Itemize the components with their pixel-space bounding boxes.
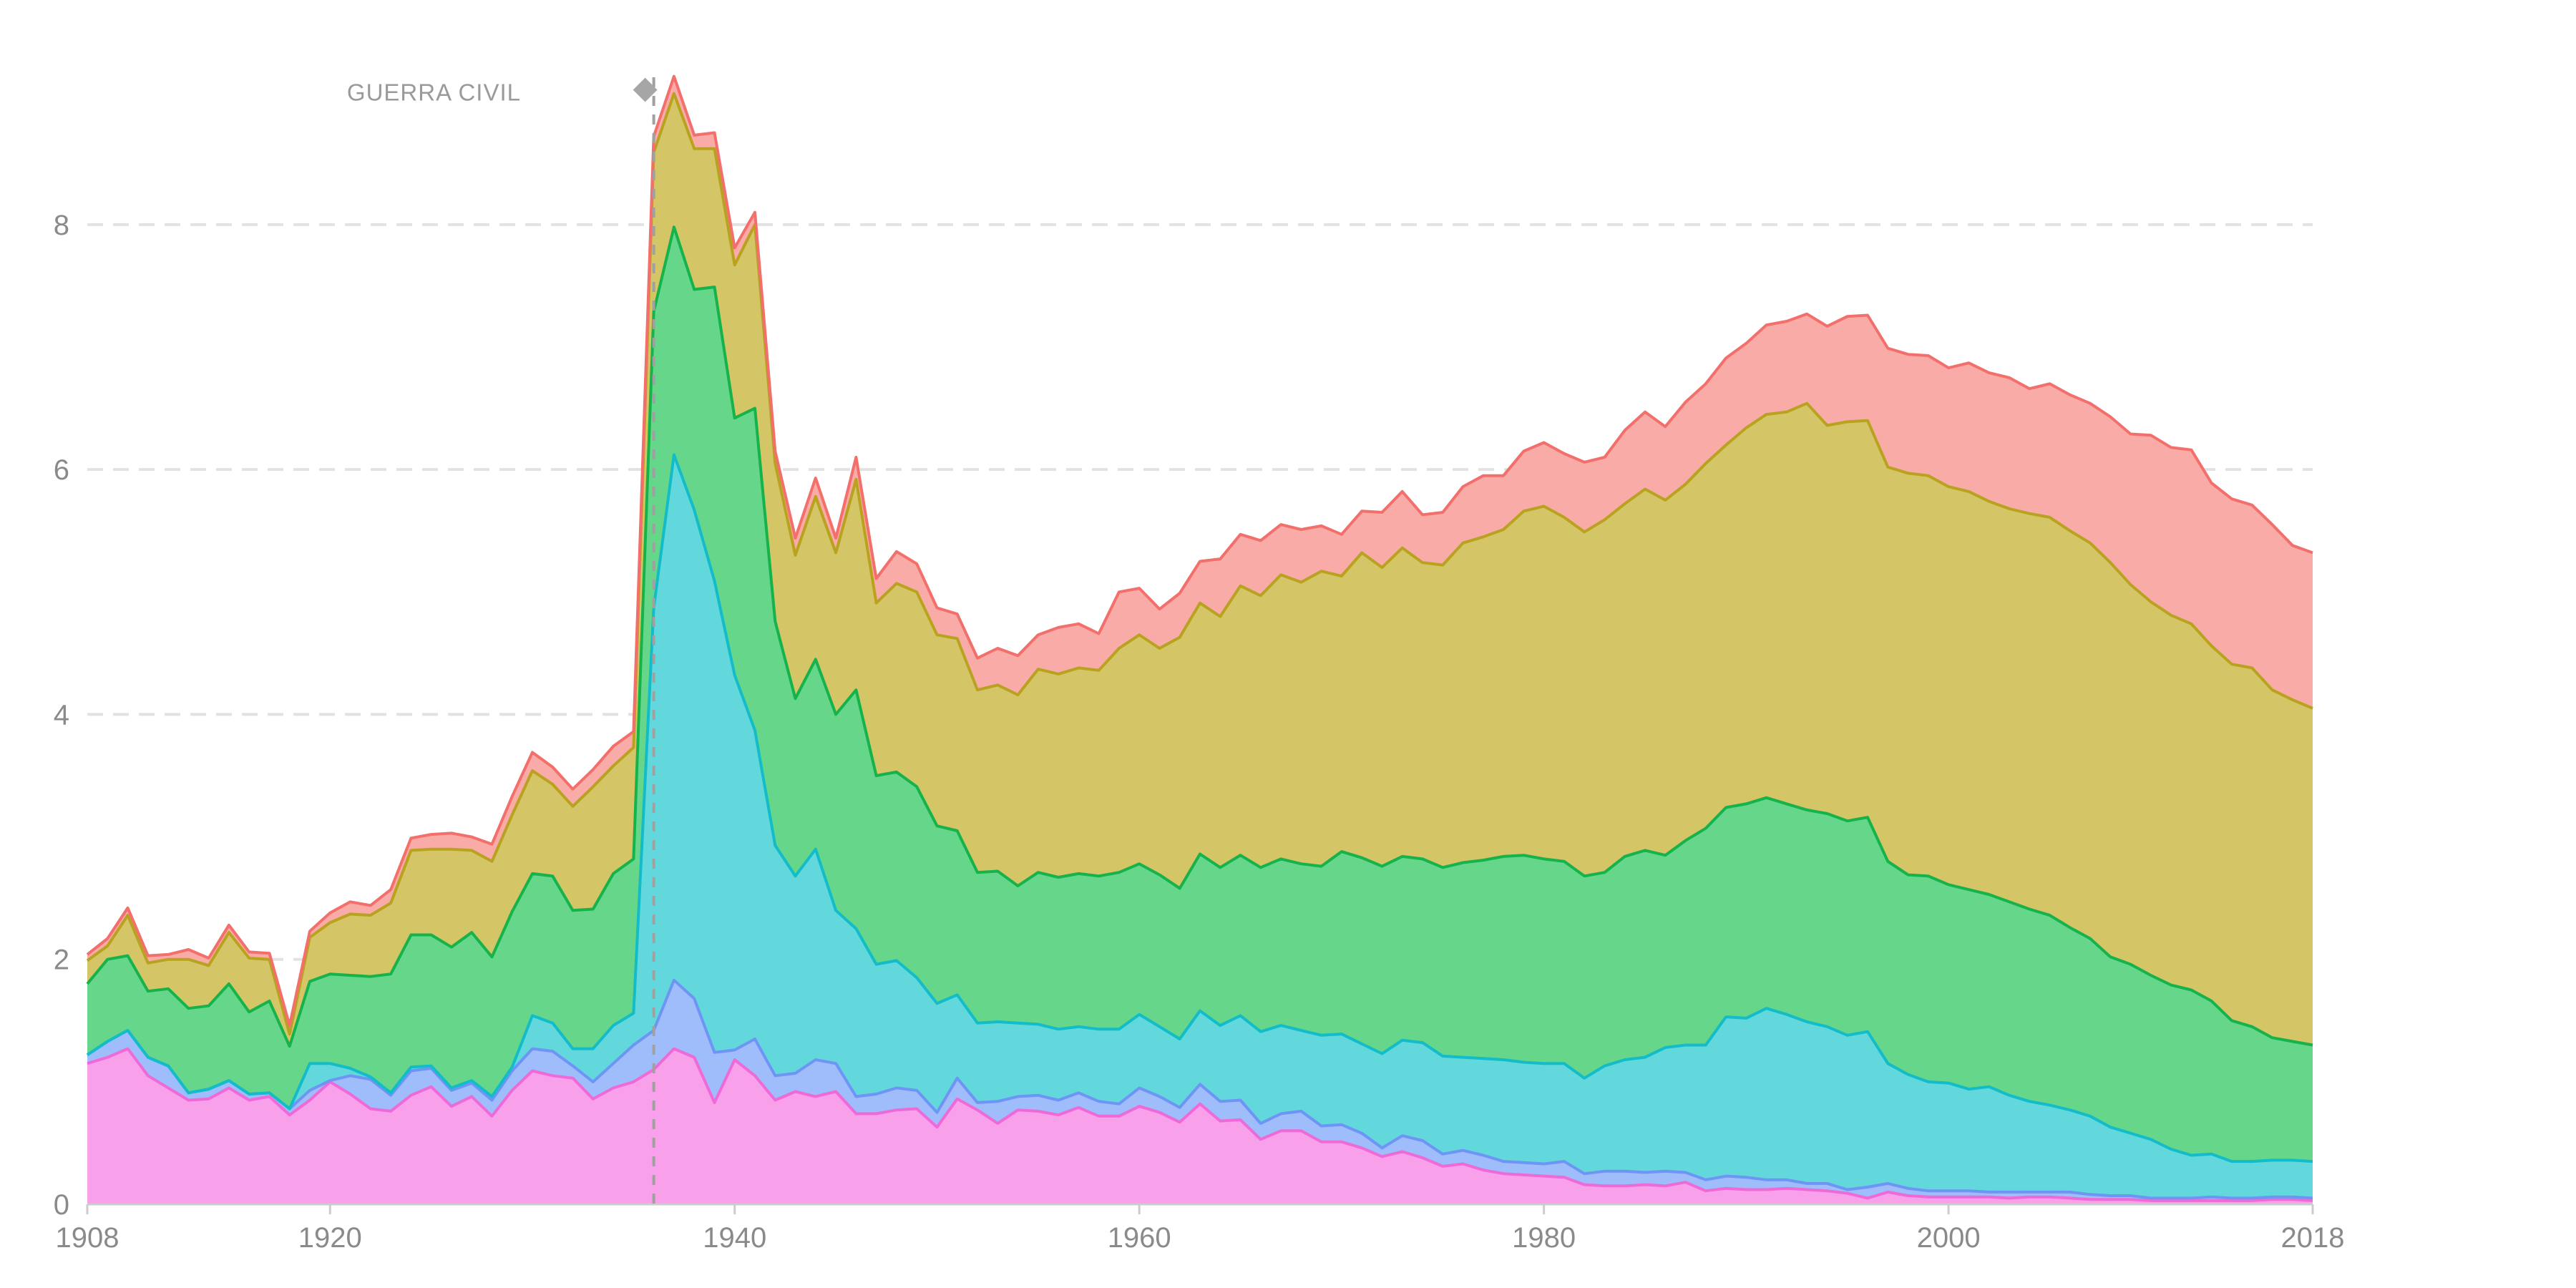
series-line-3	[86, 453, 2313, 1163]
y-tick-label-0: 0	[54, 1189, 69, 1221]
y-tick-label-4: 4	[54, 699, 69, 731]
x-tick-label-1908: 1908	[56, 1222, 119, 1254]
axes: 0 2 4 6 8 1908 1920 1940 1960 1980 2000 2018	[54, 210, 2345, 1254]
series-area-1	[87, 1048, 2313, 1204]
y-tick-label-2: 2	[54, 945, 69, 976]
x-tick-label-1940: 1940	[703, 1222, 766, 1254]
series-areas	[87, 76, 2313, 1204]
series-line-1	[87, 1047, 2313, 1202]
x-tick-label-1960: 1960	[1108, 1222, 1171, 1254]
series-line-6	[86, 74, 2313, 1028]
x-tick-label-2018: 2018	[2281, 1222, 2345, 1254]
series-line-2	[86, 978, 2313, 1200]
series-area-3	[87, 454, 2313, 1199]
x-tick-label-2000: 2000	[1917, 1222, 1981, 1254]
series-lines	[86, 74, 2313, 1202]
y-tick-label-6: 6	[54, 454, 69, 486]
series-area-5	[87, 93, 2313, 1047]
y-tick-label-8: 8	[54, 210, 69, 241]
x-tick-label-1920: 1920	[298, 1222, 362, 1254]
x-tick-label-1980: 1980	[1512, 1222, 1576, 1254]
annotation-label: GUERRA CIVIL	[347, 79, 521, 106]
series-line-5	[86, 92, 2313, 1036]
series-line-4	[86, 225, 2313, 1048]
series-area-2	[87, 980, 2313, 1201]
series-area-4	[87, 227, 2313, 1162]
